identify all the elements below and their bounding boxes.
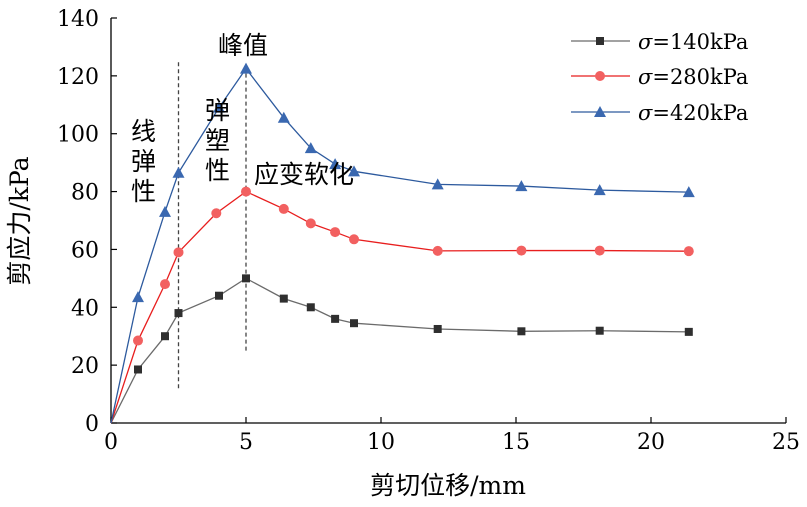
data-point: [594, 245, 605, 256]
data-point: [134, 365, 142, 374]
annotation-elastoplastic: 弹塑性: [205, 96, 230, 185]
reference-lines: [177, 61, 247, 389]
data-point: [173, 247, 184, 258]
series-group: [110, 62, 695, 424]
x-tick-label: 15: [502, 430, 530, 455]
legend-sigma: σ: [638, 65, 653, 89]
data-point: [348, 165, 360, 177]
series-line: [110, 277, 689, 424]
annotation-strain-softening: 应变软化: [254, 160, 354, 189]
data-point: [329, 158, 342, 170]
axes-layer: 0 5 10 15 20 25 0 20 40 60 80 100 120 140 剪切位移/mm 剪应力/k…: [5, 7, 800, 500]
legend-value: =420kPa: [652, 101, 748, 125]
data-point: [277, 111, 290, 123]
data-point: [240, 62, 252, 74]
data-point: [161, 332, 169, 341]
data-point: [174, 309, 183, 318]
x-tick-label: 0: [104, 430, 118, 455]
data-point: [683, 246, 694, 257]
legend-label: σ=140kPa: [638, 30, 748, 54]
x-tick-label: 20: [637, 430, 665, 455]
legend-sigma: σ: [638, 30, 653, 54]
series-line: [110, 67, 689, 424]
x-axis-title: 剪切位移/mm: [370, 471, 526, 500]
y-tick-label: 80: [71, 181, 99, 206]
y-tick-label: 140: [57, 7, 99, 32]
data-point: [132, 291, 144, 303]
data-point: [433, 324, 442, 333]
data-point: [593, 184, 606, 196]
x-tick-label: 5: [239, 430, 253, 455]
data-point: [278, 203, 289, 214]
legend-item: σ=280kPa: [571, 65, 748, 89]
series-group: [110, 186, 694, 424]
legend-label: σ=420kPa: [638, 101, 748, 125]
data-point: [279, 294, 288, 303]
y-axis-title: 剪应力/kPa: [5, 156, 34, 285]
legend-value: =280kPa: [652, 65, 748, 89]
legend-sigma: σ: [638, 101, 653, 125]
data-point: [515, 180, 528, 192]
y-tick-label: 120: [57, 65, 99, 90]
x-tick-label: 10: [367, 430, 395, 455]
data-point: [517, 327, 526, 336]
data-point: [684, 327, 693, 336]
y-tick-label: 100: [57, 123, 99, 148]
legend-item: σ=140kPa: [571, 30, 748, 54]
x-tick-label: 25: [772, 430, 800, 455]
annotation-char: 塑: [205, 126, 230, 155]
legend-value: =140kPa: [652, 30, 748, 54]
data-point: [682, 186, 695, 198]
data-point: [306, 303, 315, 312]
data-point: [242, 274, 250, 283]
legend-label: σ=280kPa: [638, 65, 748, 89]
data-point: [595, 71, 605, 81]
annotation-char: 性: [131, 177, 156, 206]
annotation-char: 性: [205, 156, 230, 185]
annotation-char: 弹: [131, 147, 156, 176]
annotation-peak: 峰值: [218, 31, 268, 60]
data-point: [215, 291, 223, 300]
y-tick-label: 40: [71, 296, 99, 321]
legend-item: σ=420kPa: [571, 101, 748, 125]
data-point: [159, 205, 171, 217]
y-tick-label: 20: [71, 354, 99, 379]
y-tick-label: 60: [71, 238, 99, 263]
data-point: [432, 245, 443, 256]
y-tick-label: 0: [85, 412, 99, 437]
data-point: [350, 319, 358, 328]
series-group: [110, 274, 693, 424]
annotation-linear-elastic: 线弹性: [131, 117, 156, 206]
data-point: [516, 245, 527, 256]
data-point: [431, 178, 444, 190]
data-point: [241, 186, 251, 197]
data-point: [211, 208, 222, 219]
annotation-char: 弹: [205, 96, 230, 125]
series-layer: [110, 62, 695, 424]
data-point: [172, 166, 185, 178]
data-point: [596, 37, 604, 45]
data-point: [304, 142, 317, 154]
annotation-char: 线: [131, 117, 156, 146]
data-point: [594, 106, 606, 117]
data-point: [305, 218, 316, 229]
data-point: [160, 279, 170, 290]
data-point: [595, 326, 604, 335]
series-line: [110, 190, 689, 424]
data-point: [213, 101, 225, 113]
data-point: [133, 335, 143, 346]
data-point: [330, 227, 341, 238]
data-point: [331, 314, 340, 323]
data-point: [349, 234, 359, 245]
